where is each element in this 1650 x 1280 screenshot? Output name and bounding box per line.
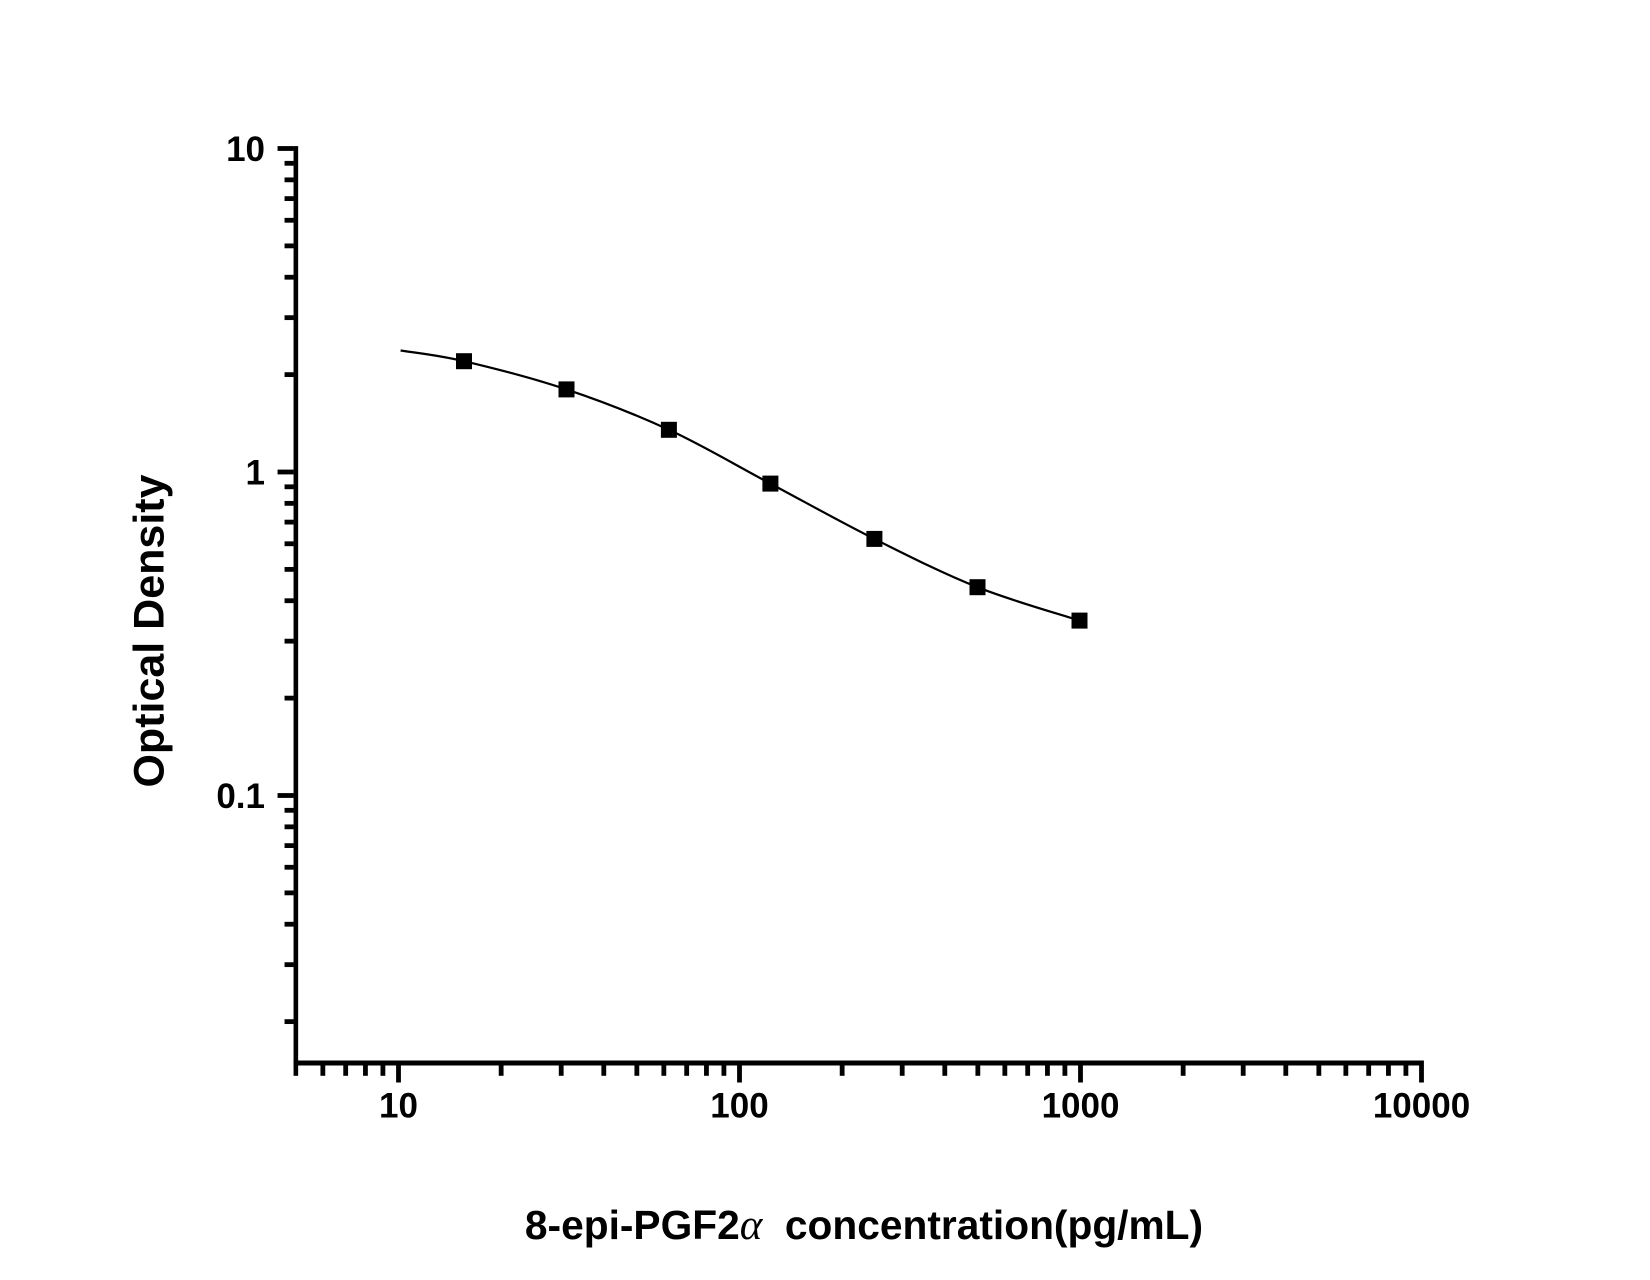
svg-text:10: 10: [226, 130, 265, 169]
svg-text:0.1: 0.1: [216, 777, 265, 816]
svg-text:100: 100: [710, 1087, 768, 1126]
svg-text:Optical Density: Optical Density: [125, 474, 173, 787]
svg-text:1000: 1000: [1042, 1087, 1120, 1126]
svg-text:10000: 10000: [1373, 1087, 1470, 1126]
svg-text:10: 10: [379, 1087, 418, 1126]
svg-text:1: 1: [246, 453, 265, 492]
svg-text:8-epi-PGF2α concentration(pg/: 8-epi-PGF2α concentration(pg/mL): [525, 1202, 1203, 1249]
